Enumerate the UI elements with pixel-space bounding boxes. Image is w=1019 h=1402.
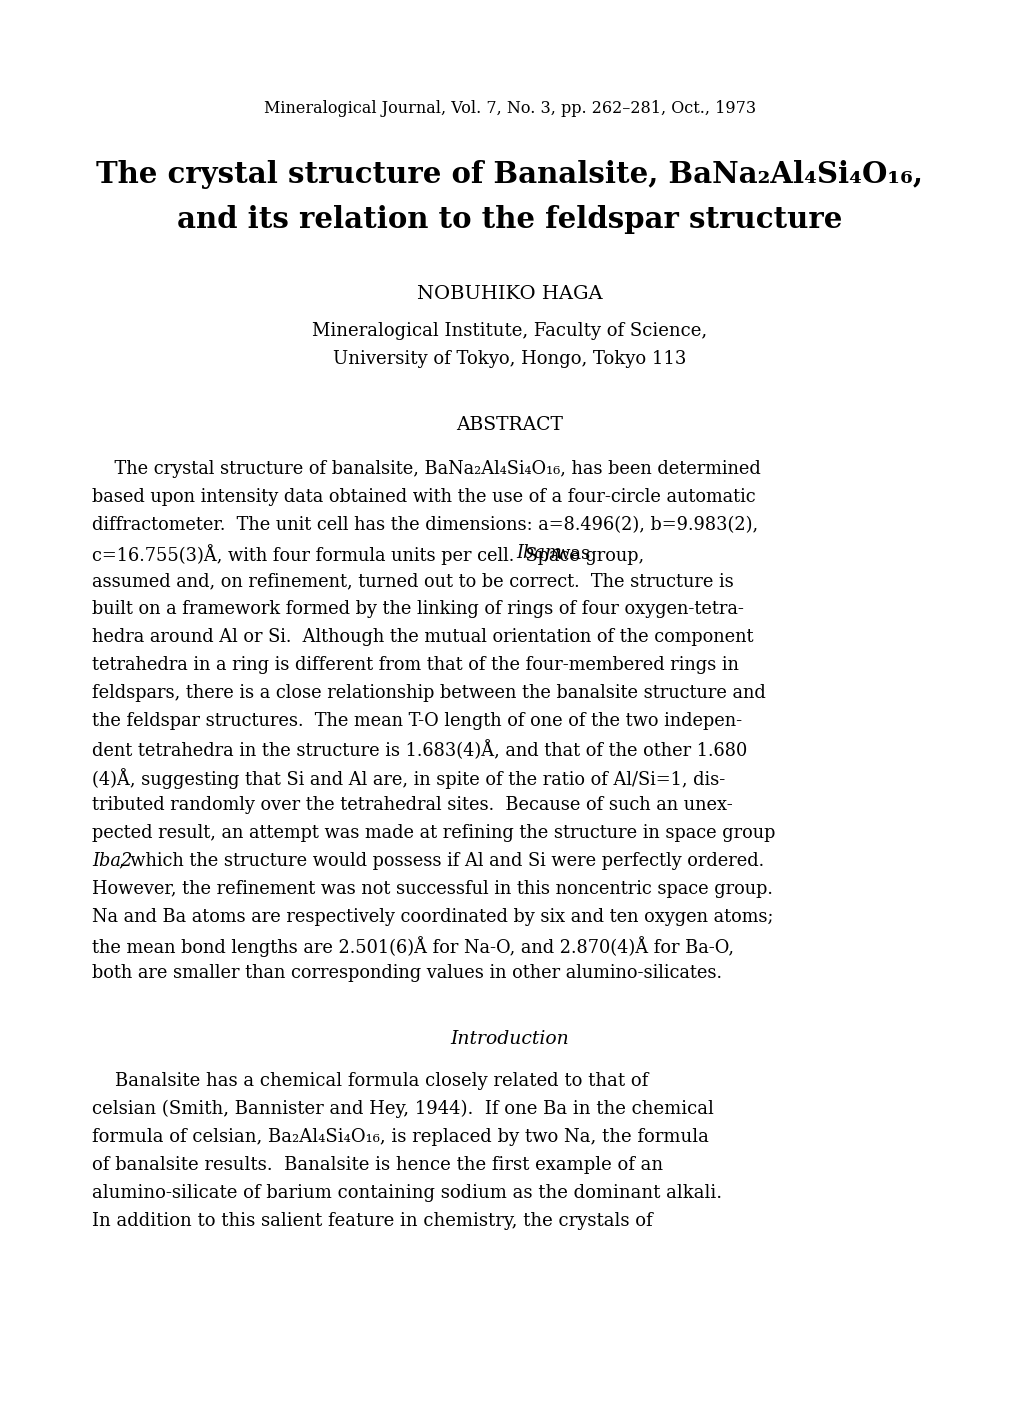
Text: c=16.755(3)Å, with four formula units per cell.  Space group,: c=16.755(3)Å, with four formula units pe…: [92, 544, 649, 565]
Text: the mean bond lengths are 2.501(6)Å for Na-O, and 2.870(4)Å for Ba-O,: the mean bond lengths are 2.501(6)Å for …: [92, 937, 734, 958]
Text: tetrahedra in a ring is different from that of the four-membered rings in: tetrahedra in a ring is different from t…: [92, 656, 738, 674]
Text: both are smaller than corresponding values in other alumino-silicates.: both are smaller than corresponding valu…: [92, 965, 721, 981]
Text: pected result, an attempt was made at refining the structure in space group: pected result, an attempt was made at re…: [92, 824, 774, 843]
Text: (4)Å, suggesting that Si and Al are, in spite of the ratio of Al/Si=1, dis-: (4)Å, suggesting that Si and Al are, in …: [92, 768, 725, 789]
Text: In addition to this salient feature in chemistry, the crystals of: In addition to this salient feature in c…: [92, 1211, 652, 1230]
Text: the feldspar structures.  The mean T-O length of one of the two indepen-: the feldspar structures. The mean T-O le…: [92, 712, 742, 730]
Text: formula of celsian, Ba₂Al₄Si₄O₁₆, is replaced by two Na, the formula: formula of celsian, Ba₂Al₄Si₄O₁₆, is rep…: [92, 1129, 708, 1145]
Text: Na and Ba atoms are respectively coordinated by six and ten oxygen atoms;: Na and Ba atoms are respectively coordin…: [92, 908, 772, 925]
Text: dent tetrahedra in the structure is 1.683(4)Å, and that of the other 1.680: dent tetrahedra in the structure is 1.68…: [92, 740, 747, 760]
Text: tributed randomly over the tetrahedral sites.  Because of such an unex-: tributed randomly over the tetrahedral s…: [92, 796, 732, 815]
Text: Mineralogical Institute, Faculty of Science,: Mineralogical Institute, Faculty of Scie…: [312, 322, 707, 341]
Text: The crystal structure of banalsite, BaNa₂Al₄Si₄O₁₆, has been determined: The crystal structure of banalsite, BaNa…: [92, 460, 760, 478]
Text: hedra around Al or Si.  Although the mutual orientation of the component: hedra around Al or Si. Although the mutu…: [92, 628, 753, 646]
Text: Introduction: Introduction: [450, 1030, 569, 1049]
Text: of banalsite results.  Banalsite is hence the first example of an: of banalsite results. Banalsite is hence…: [92, 1157, 662, 1173]
Text: Ibam: Ibam: [516, 544, 561, 562]
Text: However, the refinement was not successful in this noncentric space group.: However, the refinement was not successf…: [92, 880, 772, 899]
Text: diffractometer.  The unit cell has the dimensions: a=8.496(2), b=9.983(2),: diffractometer. The unit cell has the di…: [92, 516, 757, 534]
Text: , which the structure would possess if Al and Si were perfectly ordered.: , which the structure would possess if A…: [119, 852, 764, 871]
Text: based upon intensity data obtained with the use of a four-circle automatic: based upon intensity data obtained with …: [92, 488, 755, 506]
Text: The crystal structure of Banalsite, BaNa₂Al₄Si₄O₁₆,: The crystal structure of Banalsite, BaNa…: [97, 160, 922, 189]
Text: feldspars, there is a close relationship between the banalsite structure and: feldspars, there is a close relationship…: [92, 684, 765, 702]
Text: University of Tokyo, Hongo, Tokyo 113: University of Tokyo, Hongo, Tokyo 113: [333, 350, 686, 367]
Text: Banalsite has a chemical formula closely related to that of: Banalsite has a chemical formula closely…: [92, 1073, 648, 1089]
Text: Mineralogical Journal, Vol. 7, No. 3, pp. 262–281, Oct., 1973: Mineralogical Journal, Vol. 7, No. 3, pp…: [264, 100, 755, 116]
Text: alumino-silicate of barium containing sodium as the dominant alkali.: alumino-silicate of barium containing so…: [92, 1185, 721, 1202]
Text: assumed and, on refinement, turned out to be correct.  The structure is: assumed and, on refinement, turned out t…: [92, 572, 733, 590]
Text: , was: , was: [543, 544, 590, 562]
Text: celsian (Smith, Bannister and Hey, 1944).  If one Ba in the chemical: celsian (Smith, Bannister and Hey, 1944)…: [92, 1101, 713, 1119]
Text: built on a framework formed by the linking of rings of four oxygen-tetra-: built on a framework formed by the linki…: [92, 600, 743, 618]
Text: NOBUHIKO HAGA: NOBUHIKO HAGA: [417, 285, 602, 303]
Text: ABSTRACT: ABSTRACT: [457, 416, 562, 435]
Text: Iba2: Iba2: [92, 852, 132, 871]
Text: and its relation to the feldspar structure: and its relation to the feldspar structu…: [177, 205, 842, 234]
